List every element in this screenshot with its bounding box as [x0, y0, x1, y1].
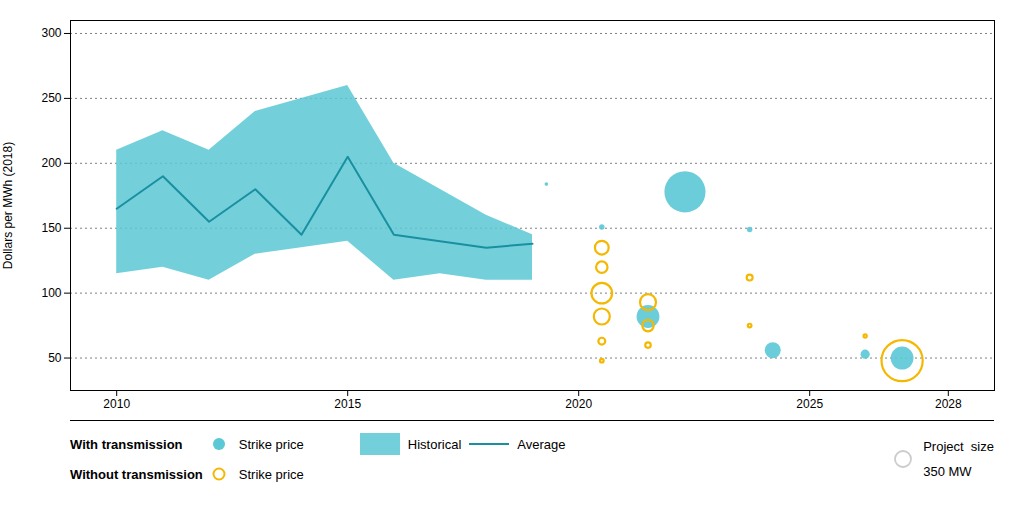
svg-text:2028: 2028 — [935, 397, 962, 411]
svg-text:250: 250 — [41, 91, 61, 105]
svg-text:50: 50 — [48, 351, 62, 365]
svg-text:2020: 2020 — [565, 397, 592, 411]
svg-text:200: 200 — [41, 156, 61, 170]
svg-text:150: 150 — [41, 221, 61, 235]
html-text:With transmission: With transmission — [70, 436, 183, 452]
html-text:Strike price: Strike price — [238, 436, 304, 452]
svg-text:2025: 2025 — [796, 397, 823, 411]
html-text:Strike price: Strike price — [238, 466, 304, 482]
svg-text:100: 100 — [41, 286, 61, 300]
svg-text:300: 300 — [41, 26, 61, 40]
svg-text:2015: 2015 — [334, 397, 361, 411]
html-text:Without transmission: Without transmission — [70, 466, 203, 482]
html-text:Project size: Project size — [923, 439, 994, 454]
svg-text:Dollars per MWh (2018): Dollars per MWh (2018) — [1, 142, 15, 269]
html-text:Historical: Historical — [407, 436, 462, 452]
svg-text:2010: 2010 — [103, 397, 130, 411]
html-text:350 MW: 350 MW — [923, 464, 972, 479]
html-text:Average: Average — [517, 436, 566, 452]
